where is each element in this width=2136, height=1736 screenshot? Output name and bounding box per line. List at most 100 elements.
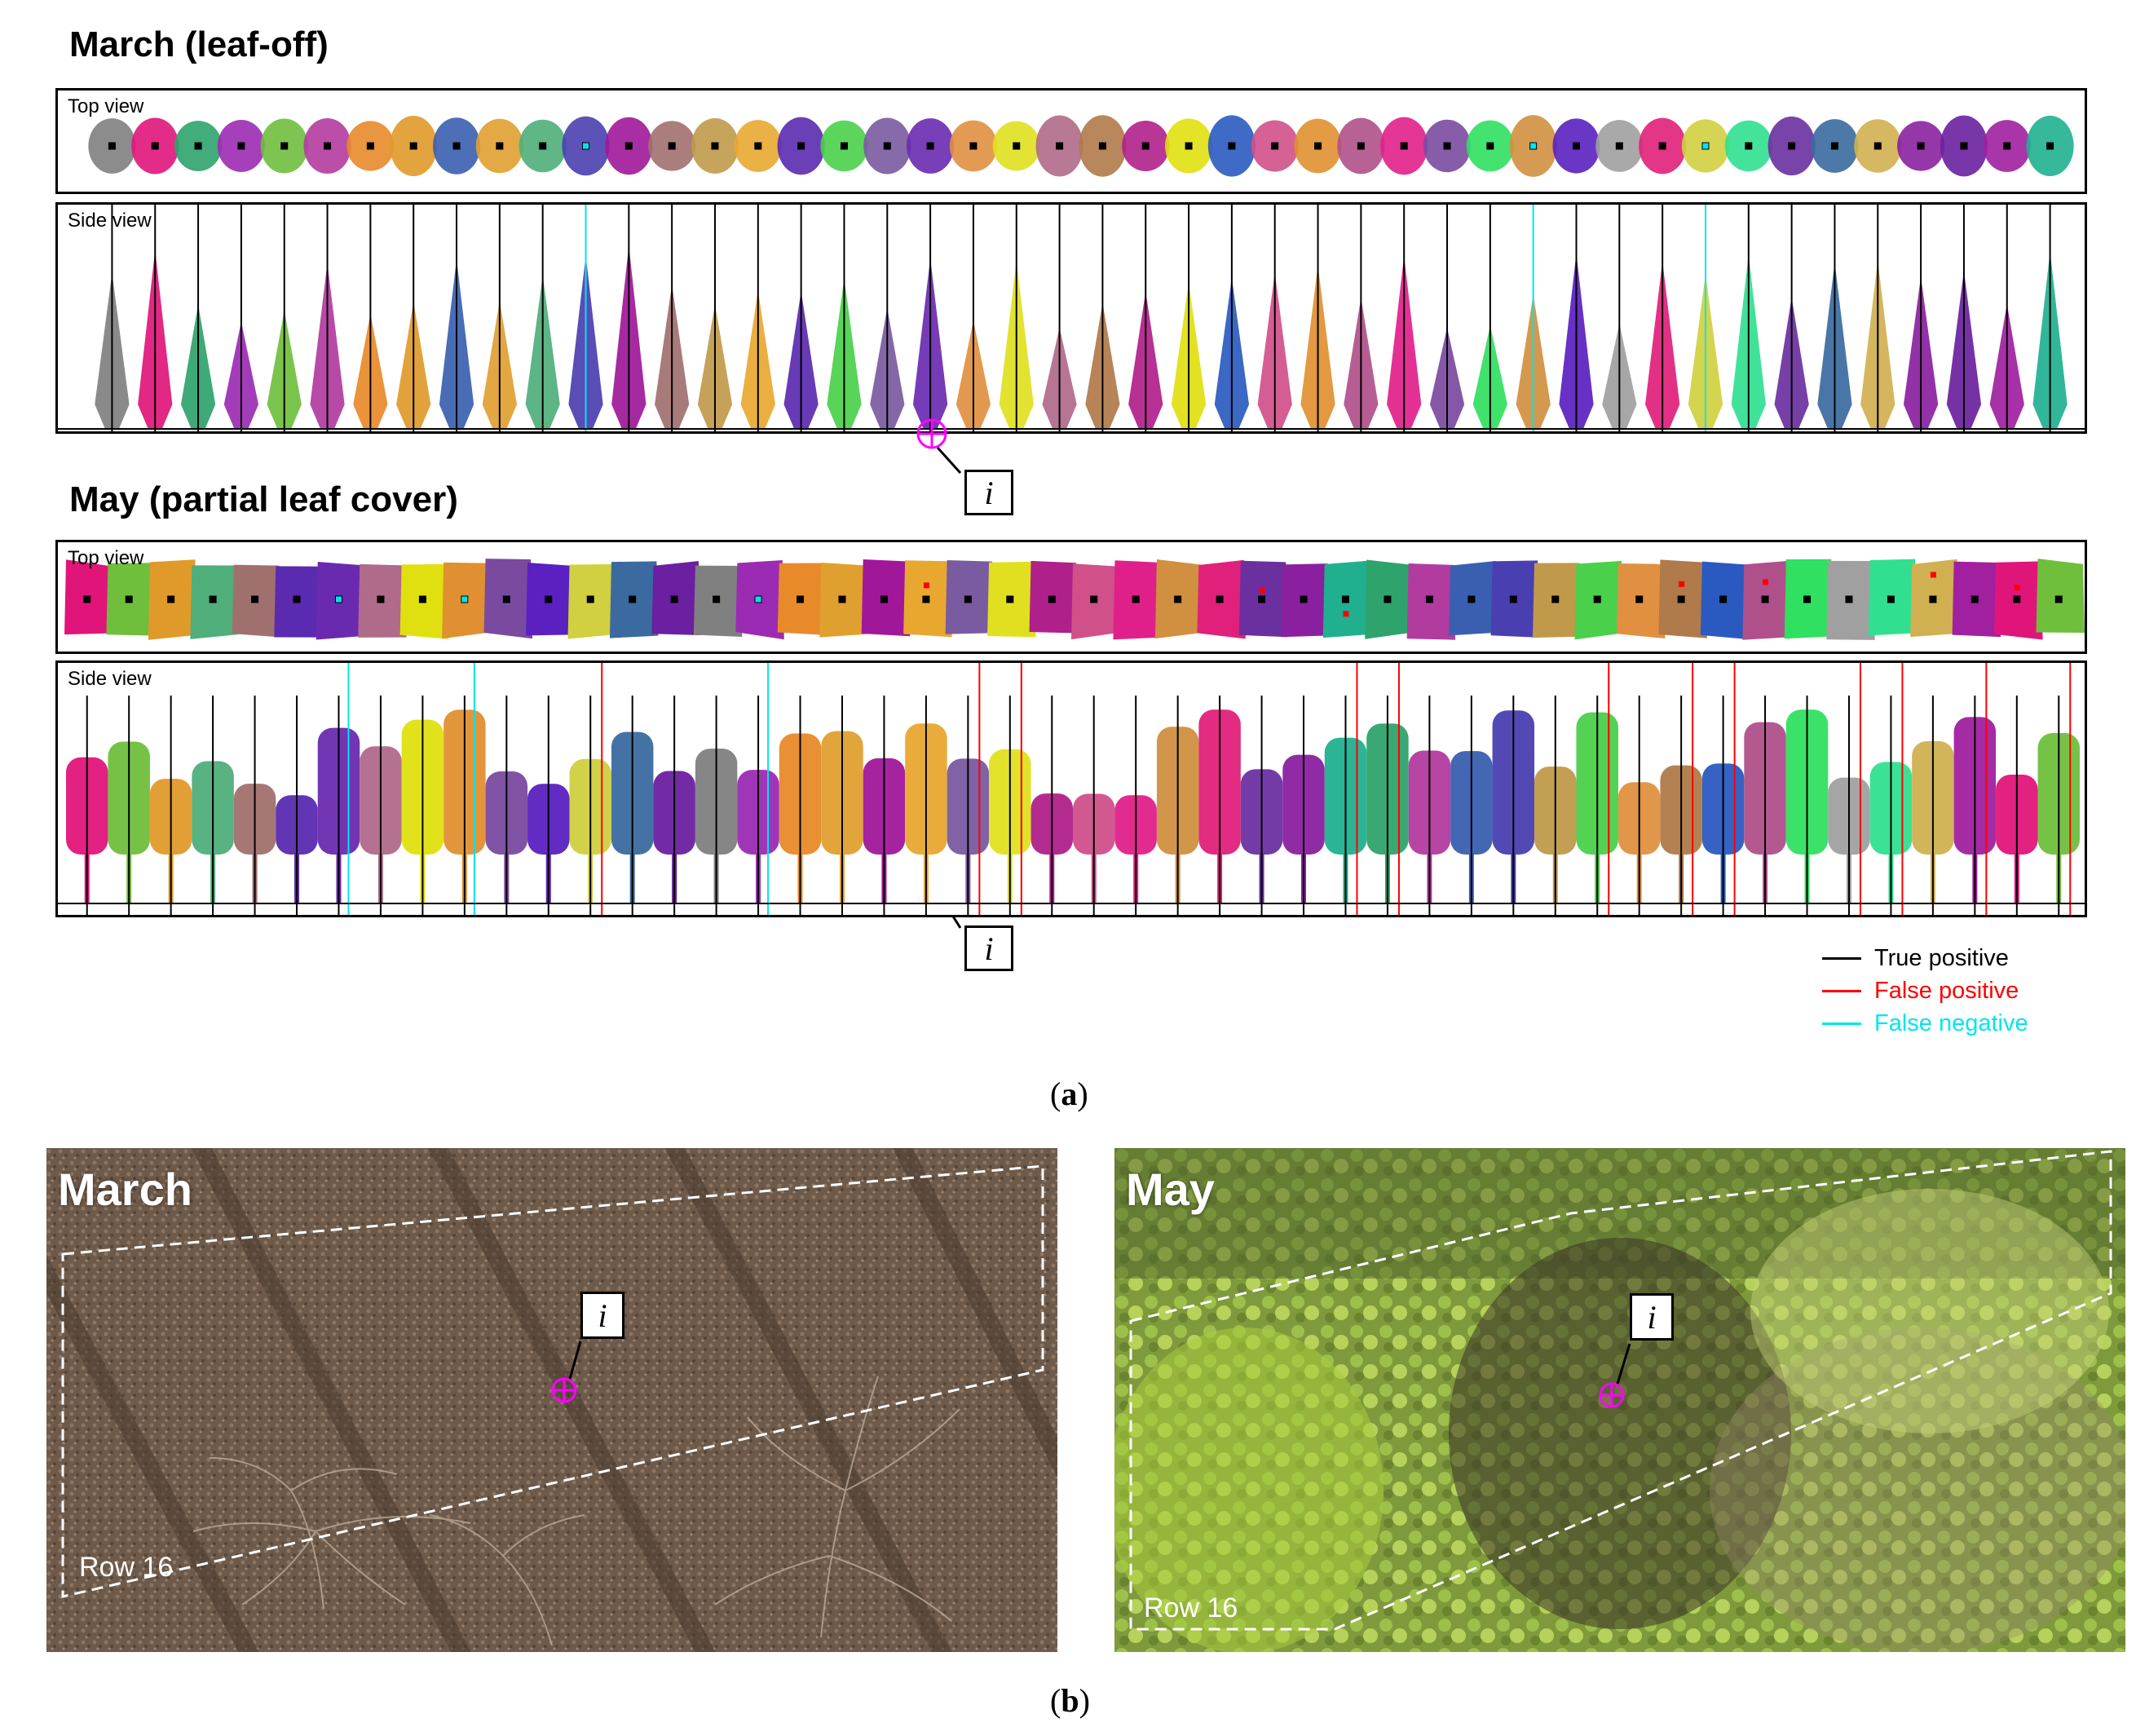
- march-top-crown: [1811, 119, 1859, 173]
- may-top-crown: [651, 560, 700, 636]
- may-top-crown: [1826, 560, 1875, 640]
- may-side-tree: [1492, 696, 1535, 915]
- march-top-crown: [1639, 117, 1687, 174]
- march-side-tree: [525, 205, 560, 431]
- may-side-tree: [989, 663, 1031, 915]
- march-top-crown: [260, 118, 308, 174]
- side-view-label: Side view: [68, 668, 152, 690]
- march-row-label: Row 16: [79, 1552, 174, 1583]
- may-side-tree: [1953, 663, 1997, 915]
- may-top-crown: [777, 563, 827, 635]
- march-side-tree: [999, 205, 1034, 431]
- march-top-crown: [562, 116, 610, 176]
- march-side-tree: [1214, 205, 1250, 431]
- may-side-tree: [737, 663, 779, 915]
- may-side-tree: [360, 696, 402, 915]
- march-side-tree: [1257, 205, 1292, 431]
- march-top-crown: [820, 120, 868, 172]
- legend-swatch: [1822, 1022, 1861, 1025]
- march-top-crown: [1509, 115, 1557, 177]
- march-top-crown: [605, 117, 653, 175]
- may-side-tree: [1576, 663, 1618, 915]
- march-side-tree: [439, 205, 474, 431]
- may-top-crown: [106, 563, 155, 636]
- march-side-tree: [783, 205, 819, 431]
- march-side-tree: [223, 205, 259, 431]
- march-top-view: Top view: [55, 88, 2087, 194]
- march-side-tree: [955, 205, 991, 431]
- march-top-crown: [217, 120, 265, 172]
- may-side-tree: [1785, 696, 1829, 915]
- may-side-tree: [66, 696, 108, 915]
- legend-item-false-positive: False positive: [1822, 974, 2028, 1007]
- march-side-tree: [267, 205, 302, 431]
- march-top-crown: [1380, 117, 1428, 175]
- march-top-crown: [1681, 119, 1730, 173]
- march-top-crown: [1552, 118, 1600, 174]
- may-side-tree: [779, 696, 822, 915]
- march-side-tree: [1128, 205, 1163, 431]
- march-top-crown: [907, 118, 955, 174]
- may-side-tree: [1156, 696, 1199, 915]
- may-top-crown: [1449, 560, 1498, 636]
- may-top-crown: [1574, 560, 1623, 640]
- march-side-tree: [697, 205, 733, 431]
- may-side-tree: [527, 696, 570, 915]
- march-side-tree: [1300, 205, 1335, 431]
- may-side-tree: [317, 663, 360, 915]
- may-top-crown: [232, 564, 281, 638]
- sublabel-b: (b): [1050, 1682, 1090, 1719]
- march-top-crown: [691, 118, 739, 174]
- may-side-tree: [485, 696, 528, 915]
- march-photo-title: March: [58, 1164, 192, 1215]
- march-side-tree: [1645, 205, 1680, 431]
- march-top-crown: [949, 120, 997, 172]
- may-side-tree: [1744, 696, 1786, 915]
- may-side-tree: [1282, 696, 1325, 915]
- sublabel-a: (a): [1050, 1076, 1088, 1112]
- march-side-tree: [912, 205, 948, 431]
- may-side-tree: [1073, 696, 1115, 915]
- legend: True positive False positive False negat…: [1822, 942, 2028, 1040]
- march-top-crown: [1767, 116, 1816, 176]
- may-top-crown: [819, 563, 868, 638]
- may-side-tree: [905, 696, 947, 915]
- may-side-tree: [1114, 696, 1157, 915]
- march-top-crown: [346, 121, 395, 171]
- march-side-tree: [1387, 205, 1422, 431]
- may-side-tree: [233, 696, 276, 915]
- may-side-tree: [863, 696, 906, 915]
- march-side-tree: [1472, 205, 1507, 431]
- march-photo-image: [46, 1148, 1057, 1652]
- march-side-tree: [1817, 205, 1852, 431]
- march-side-tree: [1429, 205, 1465, 431]
- march-top-crown: [1294, 118, 1342, 174]
- may-side-tree: [611, 696, 654, 915]
- may-side-tree: [1030, 696, 1073, 915]
- march-side-tree: [1903, 205, 1939, 431]
- march-side-tree: [1989, 205, 2024, 431]
- may-top-crown: [609, 561, 659, 638]
- may-top-crown: [148, 559, 197, 640]
- may-top-crown: [1113, 560, 1162, 640]
- march-side-tree: [1344, 205, 1379, 431]
- may-top-crown: [1281, 563, 1330, 638]
- march-top-crown: [863, 117, 911, 174]
- march-side-tree: [1516, 205, 1551, 431]
- may-top-crown: [274, 566, 323, 638]
- march-top-crown: [1724, 120, 1772, 172]
- march-side-tree: [655, 205, 690, 431]
- march-side-tree: [1688, 205, 1723, 431]
- march-top-crown: [1897, 121, 1945, 171]
- march-top-crown: [1035, 115, 1083, 177]
- may-top-crown: [987, 561, 1036, 638]
- legend-swatch: [1822, 956, 1861, 960]
- march-top-crown: [1251, 120, 1299, 172]
- march-top-crown: [1337, 117, 1385, 174]
- march-top-crown: [475, 118, 523, 174]
- may-side-tree: [1534, 696, 1577, 915]
- march-top-crown: [1423, 119, 1472, 173]
- may-side-tree: [444, 663, 486, 915]
- march-top-crown: [1079, 115, 1127, 177]
- may-side-tree: [695, 696, 738, 915]
